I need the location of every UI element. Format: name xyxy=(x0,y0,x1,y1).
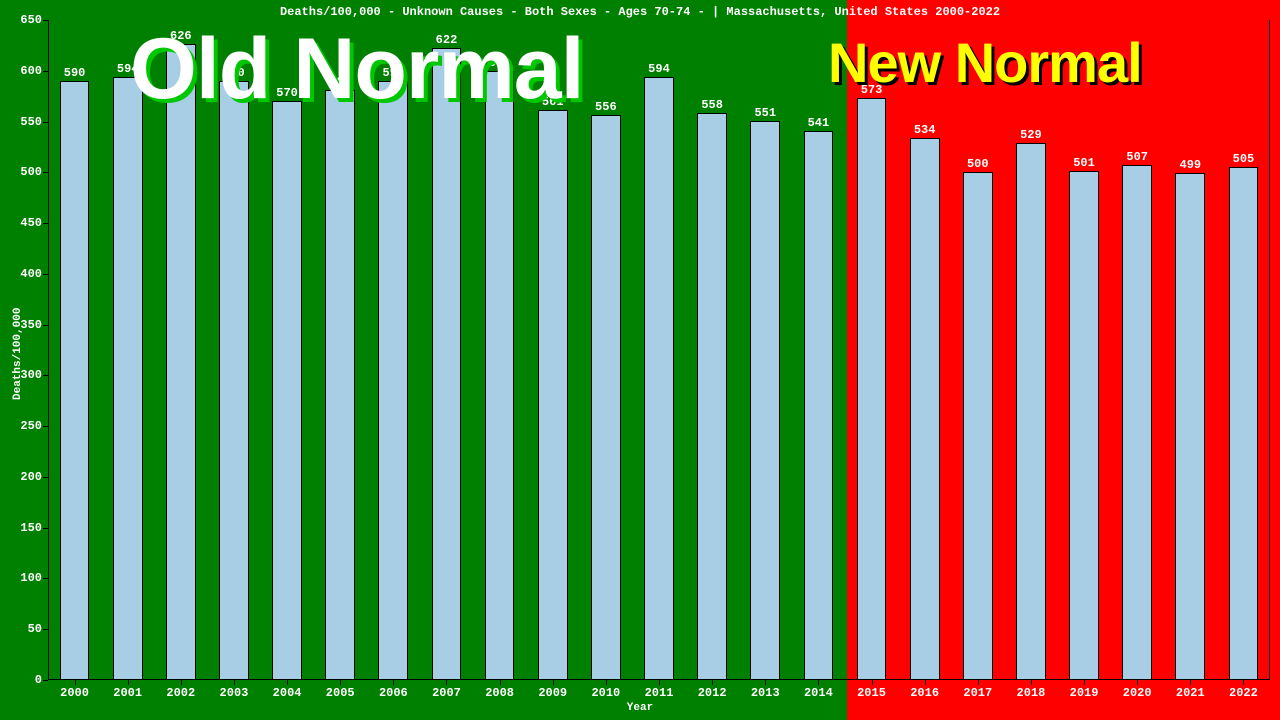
y-tick-label: 100 xyxy=(20,571,42,585)
bar: 551 xyxy=(750,121,780,680)
x-tick-label: 2016 xyxy=(910,686,939,700)
bar-value-label: 501 xyxy=(1073,156,1095,170)
bar-value-label: 551 xyxy=(754,106,776,120)
x-tick-label: 2021 xyxy=(1176,686,1205,700)
bar: 541 xyxy=(804,131,834,680)
bar-value-label: 590 xyxy=(64,66,86,80)
bar: 534 xyxy=(910,138,940,680)
y-tick-label: 500 xyxy=(20,165,42,179)
x-axis-label: Year xyxy=(0,702,1280,714)
x-tick-label: 2012 xyxy=(698,686,727,700)
bar-value-label: 534 xyxy=(914,123,936,137)
y-tick-label: 0 xyxy=(35,673,42,687)
y-tick-label: 50 xyxy=(28,622,42,636)
y-axis-label: Deaths/100,000 xyxy=(12,308,24,400)
bar: 590 xyxy=(60,81,90,680)
bar: 594 xyxy=(644,77,674,680)
bar: 573 xyxy=(857,98,887,680)
bar-value-label: 500 xyxy=(967,157,989,171)
x-tick-label: 2019 xyxy=(1070,686,1099,700)
bar: 594 xyxy=(113,77,143,680)
y-tick-label: 400 xyxy=(20,267,42,281)
bar: 529 xyxy=(1016,143,1046,680)
chart-title: Deaths/100,000 - Unknown Causes - Both S… xyxy=(0,5,1280,19)
bar: 581 xyxy=(325,90,355,680)
bar-value-label: 529 xyxy=(1020,128,1042,142)
x-tick-label: 2011 xyxy=(645,686,674,700)
bar: 558 xyxy=(697,113,727,680)
bar-value-label: 507 xyxy=(1126,150,1148,164)
overlay-text: New Normal xyxy=(828,30,1142,95)
bar: 507 xyxy=(1122,165,1152,680)
bar: 570 xyxy=(272,101,302,680)
x-tick-label: 2014 xyxy=(804,686,833,700)
x-tick-label: 2008 xyxy=(485,686,514,700)
bar-value-label: 594 xyxy=(648,62,670,76)
x-tick-label: 2015 xyxy=(857,686,886,700)
x-tick-label: 2009 xyxy=(538,686,567,700)
y-tick-label: 150 xyxy=(20,521,42,535)
x-tick-label: 2007 xyxy=(432,686,461,700)
bar-value-label: 499 xyxy=(1179,158,1201,172)
bar: 590 xyxy=(219,81,249,680)
x-tick-label: 2018 xyxy=(1017,686,1046,700)
y-tick-label: 550 xyxy=(20,115,42,129)
x-tick-label: 2004 xyxy=(273,686,302,700)
x-tick-label: 2006 xyxy=(379,686,408,700)
bar: 499 xyxy=(1175,173,1205,680)
bar: 505 xyxy=(1229,167,1259,680)
y-tick-label: 250 xyxy=(20,419,42,433)
x-tick-label: 2002 xyxy=(166,686,195,700)
x-tick-label: 2013 xyxy=(751,686,780,700)
bar: 590 xyxy=(378,81,408,680)
bar-value-label: 541 xyxy=(808,116,830,130)
chart-root: Deaths/100,000 - Unknown Causes - Both S… xyxy=(0,0,1280,720)
bar: 561 xyxy=(538,110,568,680)
bar-value-label: 505 xyxy=(1233,152,1255,166)
overlay-text: Old Normal xyxy=(130,20,584,119)
bar: 600 xyxy=(485,71,515,680)
x-tick-label: 2010 xyxy=(591,686,620,700)
x-tick-label: 2020 xyxy=(1123,686,1152,700)
x-tick-label: 2000 xyxy=(60,686,89,700)
bar: 501 xyxy=(1069,171,1099,680)
plot-area: 0501001502002503003504004505005506006505… xyxy=(48,20,1270,680)
bar: 500 xyxy=(963,172,993,680)
x-tick-label: 2017 xyxy=(963,686,992,700)
x-tick-label: 2001 xyxy=(113,686,142,700)
bar: 556 xyxy=(591,115,621,680)
bar-value-label: 556 xyxy=(595,100,617,114)
bar: 626 xyxy=(166,44,196,680)
x-tick-label: 2003 xyxy=(220,686,249,700)
x-tick-label: 2022 xyxy=(1229,686,1258,700)
bar: 622 xyxy=(432,48,462,680)
y-tick-label: 450 xyxy=(20,216,42,230)
y-tick-label: 200 xyxy=(20,470,42,484)
x-tick-label: 2005 xyxy=(326,686,355,700)
bar-value-label: 558 xyxy=(701,98,723,112)
y-tick-label: 600 xyxy=(20,64,42,78)
